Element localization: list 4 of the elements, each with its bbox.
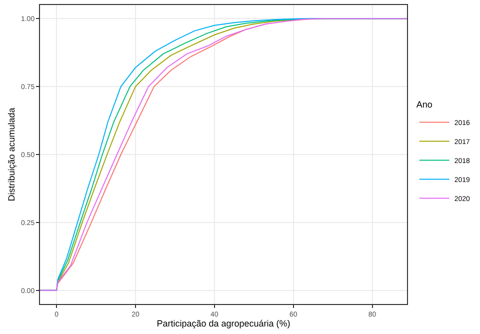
y-axis-title: Distribuição acumulada [6, 108, 16, 202]
x-axis-title: Participação da agropecuária (%) [156, 318, 290, 328]
legend-title: Ano [416, 100, 432, 110]
line-series [40, 18, 407, 291]
